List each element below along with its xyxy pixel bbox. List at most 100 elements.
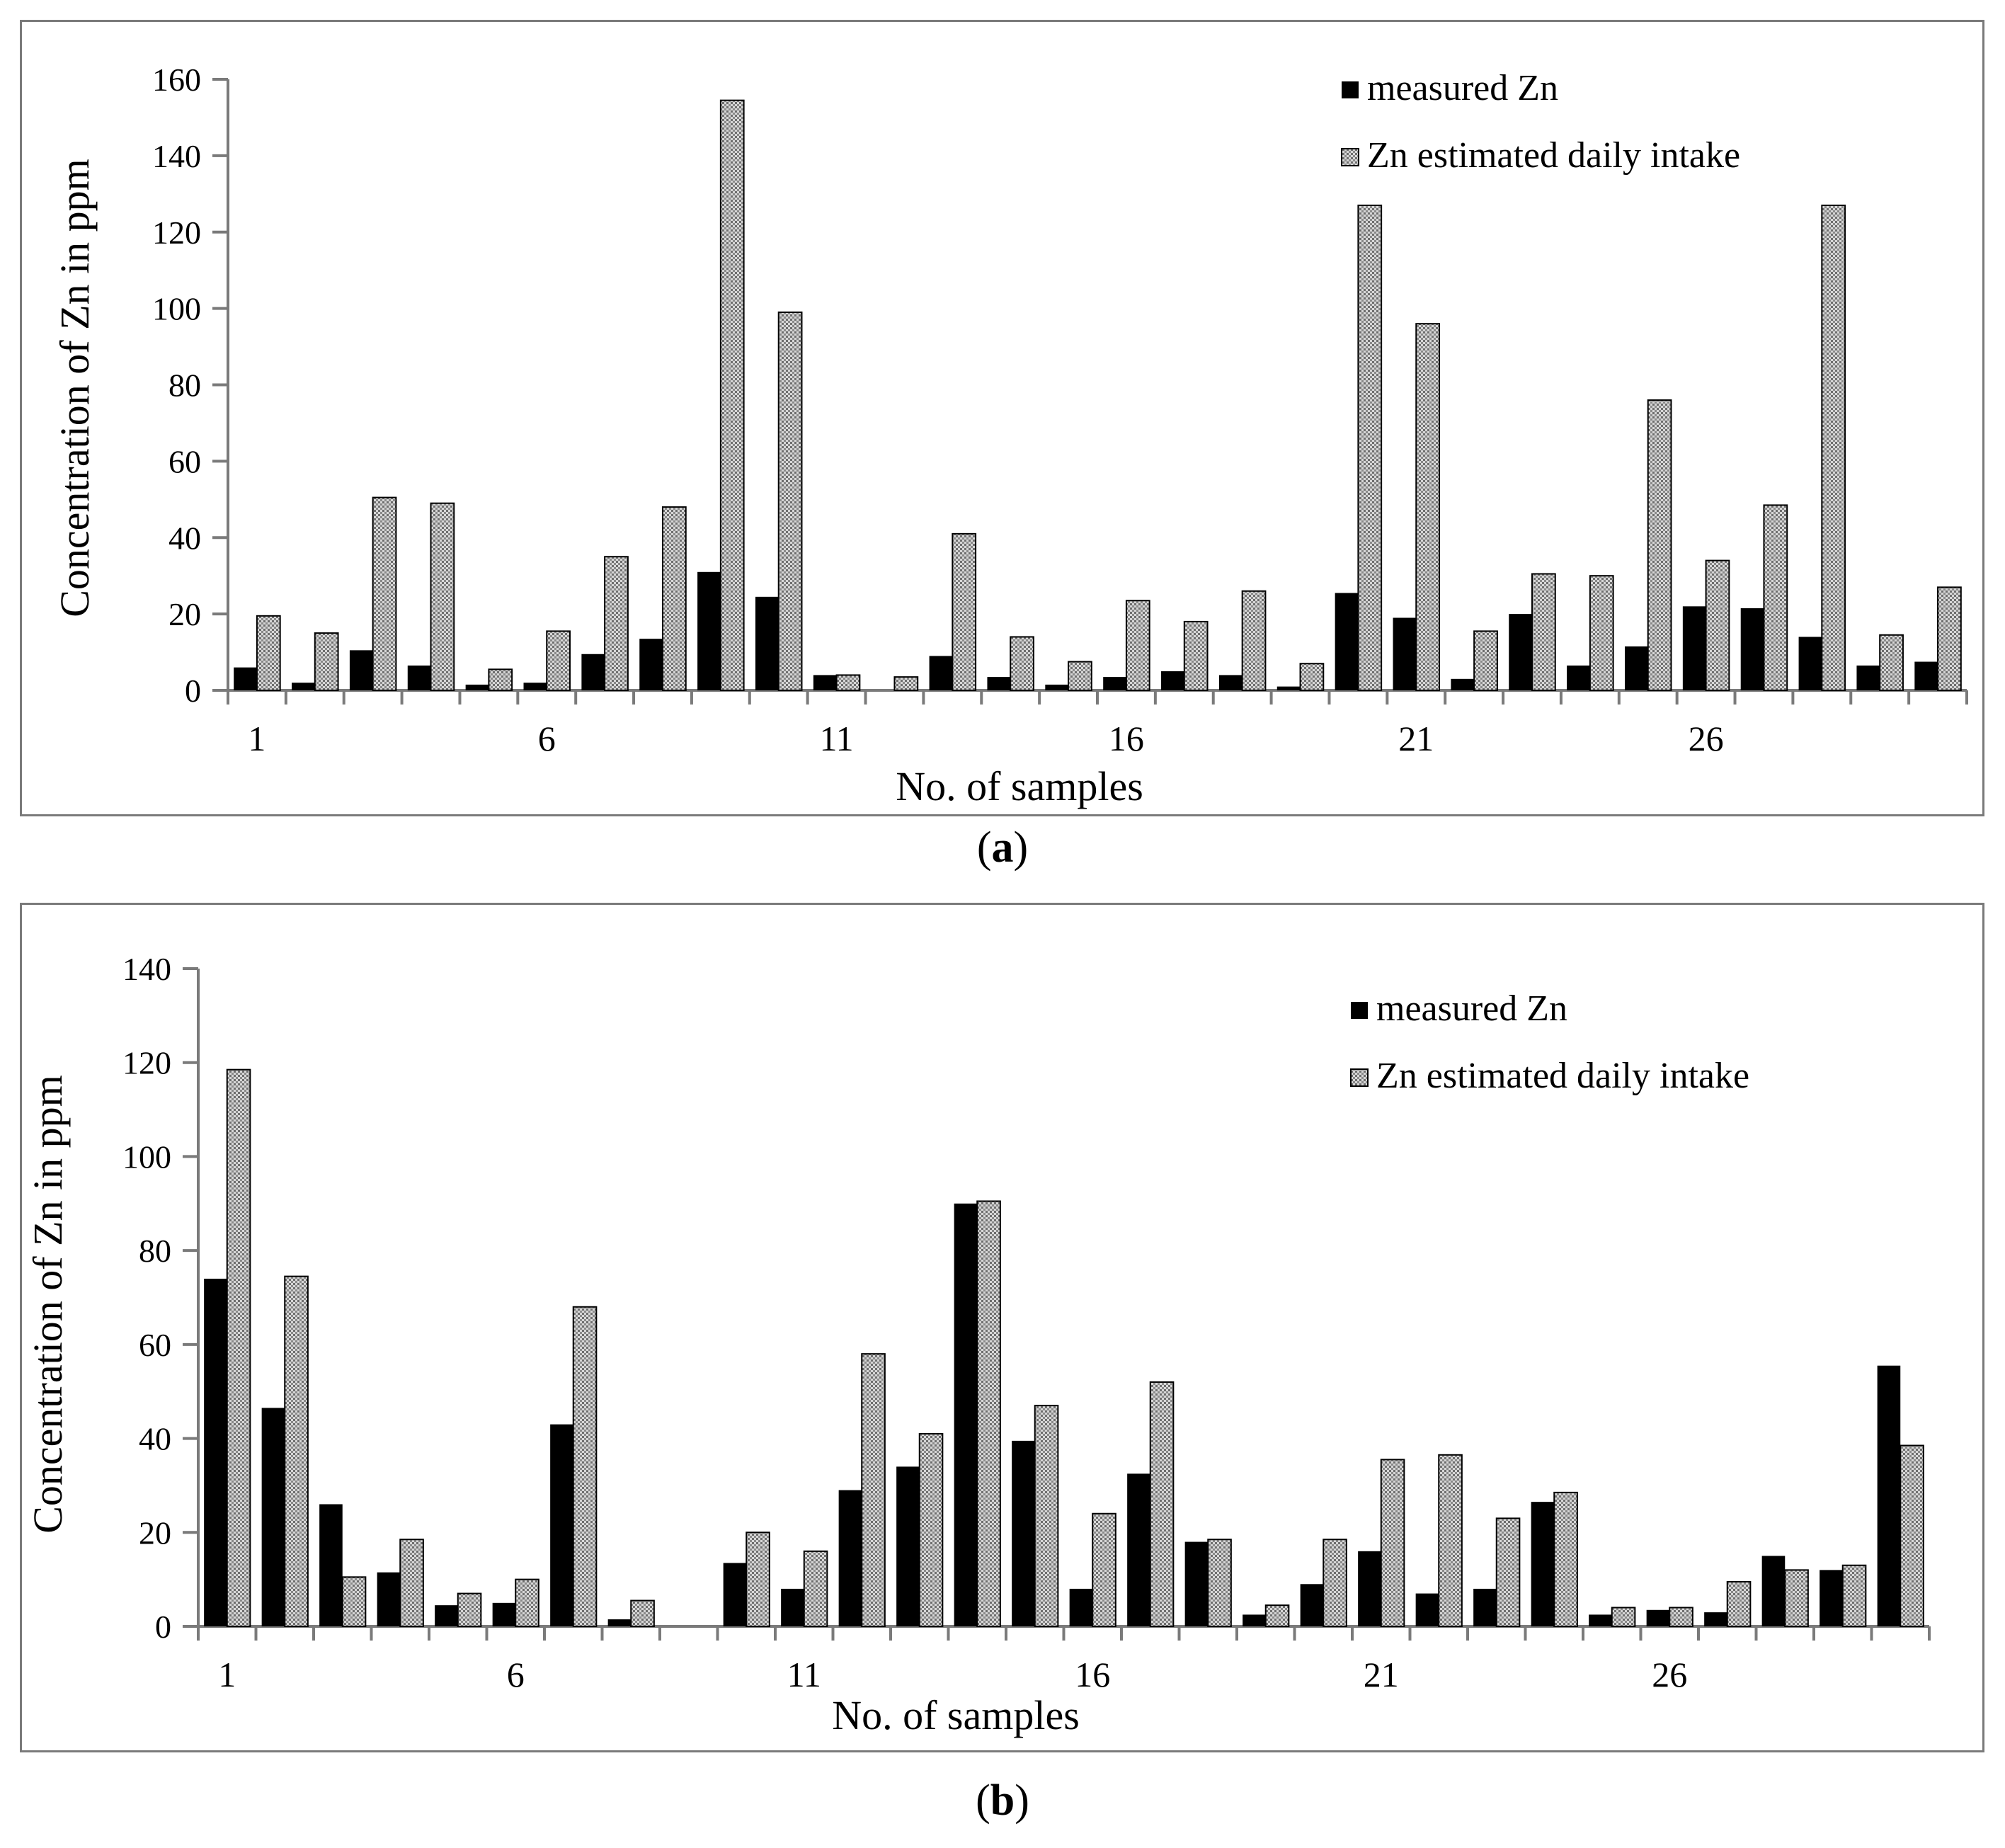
bar-measured-b <box>723 1563 747 1626</box>
bar-measured-a <box>1335 593 1359 690</box>
bar-estimated-b <box>1438 1454 1463 1627</box>
bar-estimated-b <box>1092 1512 1116 1628</box>
y-tick-label-a: 120 <box>152 215 201 251</box>
legend-swatch-measured-b <box>1351 1002 1368 1019</box>
x-axis-title-a: No. of samples <box>896 763 1143 809</box>
bar-estimated-a <box>952 532 977 692</box>
legend-label-measured-a: measured Zn <box>1367 68 1558 108</box>
bar-measured-b <box>1069 1588 1093 1626</box>
bar-measured-b <box>607 1619 632 1626</box>
y-tick-label-b: 100 <box>122 1139 171 1175</box>
bar-estimated-a <box>430 502 455 691</box>
bar-estimated-a <box>1125 600 1150 692</box>
y-tick-label-b: 20 <box>139 1515 171 1551</box>
bar-estimated-b <box>572 1306 598 1628</box>
y-axis-title-a: Concentration of Zn in ppm <box>52 159 98 617</box>
legend-swatch-estimated-a <box>1341 148 1359 166</box>
bar-measured-a <box>1218 675 1243 690</box>
bar-estimated-a <box>719 99 745 691</box>
bar-estimated-b <box>457 1592 482 1628</box>
legend-swatch-estimated-b <box>1350 1068 1369 1087</box>
bar-estimated-a <box>1299 663 1325 692</box>
y-axis-title-b: Concentration of Zn in ppm <box>25 1075 71 1534</box>
bar-measured-a <box>1798 637 1822 690</box>
panel-label-a: (a) <box>976 823 1029 872</box>
bar-measured-a <box>1161 671 1184 690</box>
bar-measured-b <box>954 1203 978 1626</box>
bar-estimated-b <box>1841 1564 1867 1627</box>
legend-label-estimated-b: Zn estimated daily intake <box>1376 1056 1749 1096</box>
bar-measured-a <box>349 650 373 690</box>
bar-estimated-b <box>1149 1381 1175 1627</box>
bar-estimated-b <box>1323 1539 1347 1627</box>
bar-measured-a <box>1567 665 1590 690</box>
bar-estimated-a <box>488 668 513 691</box>
bar-estimated-b <box>1553 1491 1578 1627</box>
bar-estimated-a <box>1763 504 1788 691</box>
bar-estimated-a <box>1705 559 1730 691</box>
bar-estimated-a <box>372 496 397 691</box>
bar-measured-a <box>465 684 489 690</box>
y-tick-label-a: 60 <box>168 443 201 479</box>
bar-estimated-a <box>604 556 629 691</box>
bar-estimated-a <box>314 632 339 691</box>
bar-measured-b <box>204 1278 227 1626</box>
bar-measured-b <box>319 1504 343 1626</box>
x-tick-label-b: 1 <box>218 1655 236 1694</box>
bar-estimated-a <box>1531 573 1556 691</box>
bar-measured-b <box>261 1408 285 1626</box>
legend-label-estimated-a: Zn estimated daily intake <box>1367 135 1740 176</box>
bar-estimated-b <box>976 1200 1001 1628</box>
bar-measured-b <box>1358 1551 1381 1626</box>
bar-measured-a <box>523 683 547 690</box>
bar-measured-a <box>697 571 721 690</box>
bar-measured-a <box>1103 677 1126 690</box>
bar-estimated-a <box>1647 399 1672 691</box>
bar-measured-a <box>581 654 605 690</box>
bar-measured-b <box>1300 1584 1324 1626</box>
bar-estimated-a <box>1183 620 1209 691</box>
bar-measured-a <box>1624 646 1648 690</box>
bar-estimated-a <box>1357 204 1383 691</box>
bar-estimated-b <box>341 1576 367 1627</box>
bar-estimated-b <box>1669 1607 1693 1627</box>
bar-estimated-a <box>1010 636 1034 691</box>
bar-measured-a <box>1509 614 1532 690</box>
bar-measured-b <box>1589 1614 1612 1626</box>
bar-measured-a <box>292 683 315 690</box>
y-tick-label-a: 100 <box>152 291 201 327</box>
bar-estimated-b <box>1784 1569 1809 1627</box>
bar-estimated-a <box>1937 586 1962 692</box>
bar-measured-b <box>1877 1365 1901 1626</box>
y-tick-label-a: 160 <box>152 62 201 98</box>
bar-estimated-a <box>893 676 919 692</box>
bar-estimated-b <box>803 1550 828 1628</box>
bar-measured-b <box>838 1490 862 1626</box>
bar-estimated-a <box>1879 634 1904 692</box>
bar-estimated-b <box>746 1532 770 1627</box>
bar-estimated-a <box>777 312 803 691</box>
bar-estimated-a <box>546 630 571 691</box>
bar-measured-b <box>1012 1440 1035 1626</box>
y-tick-label-a: 20 <box>168 596 201 632</box>
bar-estimated-a <box>1821 204 1846 691</box>
x-tick-label-a: 26 <box>1689 719 1724 758</box>
bar-measured-b <box>896 1466 920 1626</box>
bar-estimated-b <box>918 1432 944 1627</box>
bar-estimated-a <box>835 674 861 691</box>
bar-measured-b <box>435 1605 458 1626</box>
bar-measured-a <box>1045 684 1069 690</box>
bar-measured-b <box>1473 1588 1497 1626</box>
bar-estimated-a <box>1589 575 1614 691</box>
bar-measured-a <box>755 596 779 690</box>
bar-measured-a <box>234 667 257 690</box>
x-tick-label-a: 6 <box>538 719 556 758</box>
bar-measured-b <box>1820 1570 1843 1626</box>
bar-measured-a <box>813 675 837 690</box>
bar-measured-b <box>492 1602 516 1626</box>
bar-measured-a <box>639 639 663 690</box>
bar-measured-b <box>1415 1593 1439 1626</box>
bar-measured-a <box>1740 608 1764 690</box>
y-tick-label-b: 120 <box>122 1045 171 1081</box>
